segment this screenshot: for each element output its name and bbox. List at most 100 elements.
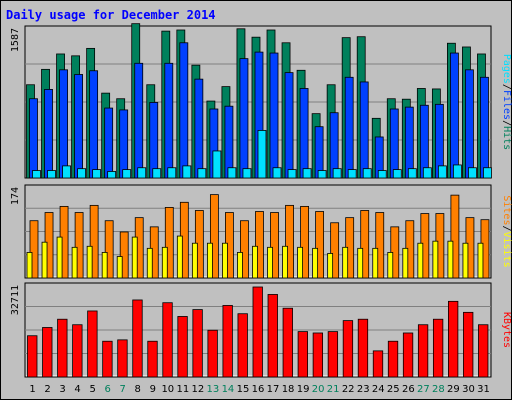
- kbytes-bar-27: [417, 324, 429, 378]
- x-tick-label-25: 25: [387, 384, 400, 395]
- x-tick-label-22: 22: [342, 384, 355, 395]
- files-bar-2: [44, 89, 53, 179]
- pages-bar-23: [362, 168, 372, 179]
- x-tick-label-20: 20: [312, 384, 325, 395]
- sites-bar-16: [252, 245, 258, 279]
- x-tick-label-27: 27: [417, 384, 430, 395]
- sites-bar-15: [237, 252, 243, 279]
- x-tick-label-18: 18: [282, 384, 295, 395]
- sites-bar-12: [191, 242, 198, 279]
- files-bar-19: [299, 88, 309, 179]
- x-tick-label-8: 8: [135, 384, 141, 395]
- visits-bar-21: [330, 222, 340, 279]
- visits-bar-23: [360, 210, 370, 279]
- x-tick-label-21: 21: [327, 384, 340, 395]
- visits-bar-16: [255, 211, 264, 279]
- kbytes-bar-15: [237, 313, 248, 378]
- pages-bar-15: [242, 168, 252, 179]
- visits-bar-15: [240, 220, 249, 279]
- visits-bar-29: [450, 194, 460, 279]
- sites-bar-3: [56, 236, 63, 279]
- visits-bar-19: [300, 205, 309, 279]
- pages-bar-10: [167, 167, 177, 179]
- visits-bar-7: [119, 231, 129, 279]
- kbytes-bar-19: [297, 331, 308, 378]
- sites-bar-22: [342, 246, 349, 279]
- sites-bar-8: [131, 236, 138, 279]
- pages-bar-27: [422, 167, 432, 179]
- sites-bar-24: [372, 247, 379, 279]
- kbytes-bar-2: [42, 327, 53, 378]
- files-bar-8: [134, 62, 144, 179]
- pages-bar-6: [107, 171, 117, 179]
- legend-entry-0-1: /: [501, 84, 512, 90]
- kbytes-bar-8: [132, 299, 143, 378]
- legend-entry-0-0: Pages: [501, 54, 512, 84]
- x-tick-label-29: 29: [447, 384, 460, 395]
- kbytes-bar-31: [478, 324, 489, 378]
- kbytes-bar-22: [342, 320, 354, 378]
- pages-bar-11: [182, 165, 192, 179]
- kbytes-bar-13: [207, 329, 218, 378]
- files-bar-23: [359, 81, 369, 179]
- legend-entry-2-0: KBytes: [501, 312, 512, 348]
- x-tick-label-24: 24: [372, 384, 385, 395]
- kbytes-bar-6: [102, 340, 113, 378]
- legend-entry-0-3: /: [501, 120, 512, 126]
- side-legend-2: KBytes: [501, 312, 512, 348]
- pages-bar-4: [77, 168, 86, 179]
- files-bar-18: [284, 72, 294, 179]
- sites-bar-4: [71, 246, 78, 279]
- kbytes-bar-17: [267, 294, 278, 378]
- x-tick-label-4: 4: [74, 384, 80, 395]
- files-bar-30: [465, 69, 474, 179]
- sites-bar-17: [267, 246, 273, 279]
- side-legend-0: Pages/Files/Hits: [501, 54, 512, 150]
- sites-bar-29: [447, 240, 454, 279]
- files-bar-6: [104, 107, 114, 179]
- visits-bar-20: [315, 211, 325, 279]
- sites-bar-20: [312, 247, 319, 279]
- files-bar-31: [480, 76, 489, 179]
- sites-bar-27: [417, 242, 424, 279]
- x-tick-label-11: 11: [176, 384, 189, 395]
- y-max-label-2: 32711: [10, 285, 21, 315]
- pages-bar-28: [437, 165, 447, 179]
- sites-bar-11: [176, 235, 183, 279]
- legend-entry-1-0: Sites: [501, 195, 512, 225]
- visits-bar-4: [74, 212, 84, 279]
- kbytes-bar-16: [252, 286, 263, 378]
- legend-entry-0-2: Files: [501, 90, 512, 120]
- sites-bar-10: [161, 246, 168, 279]
- sites-bar-2: [41, 241, 48, 279]
- x-tick-label-17: 17: [267, 384, 280, 395]
- sites-bar-30: [462, 242, 469, 279]
- sites-bar-9: [146, 247, 153, 279]
- x-tick-label-10: 10: [161, 384, 174, 395]
- kbytes-bar-9: [147, 340, 158, 378]
- files-bar-27: [419, 104, 429, 179]
- pages-bar-14: [227, 167, 237, 179]
- sites-bar-7: [116, 256, 123, 279]
- sites-bar-14: [222, 242, 228, 279]
- visits-bar-13: [209, 194, 219, 279]
- x-tick-label-2: 2: [44, 384, 50, 395]
- files-bar-26: [404, 106, 414, 179]
- files-bar-3: [59, 69, 68, 179]
- pages-bar-26: [407, 168, 417, 179]
- files-bar-7: [119, 109, 129, 179]
- pages-bar-24: [377, 170, 387, 179]
- sites-bar-28: [432, 240, 439, 279]
- files-bar-1: [29, 98, 38, 179]
- pages-bar-12: [197, 168, 207, 179]
- files-bar-17: [269, 52, 279, 179]
- x-tick-label-30: 30: [462, 384, 475, 395]
- kbytes-bar-20: [312, 332, 324, 378]
- kbytes-bar-30: [463, 311, 474, 378]
- x-tick-label-23: 23: [357, 384, 370, 395]
- y-max-label-0: 1587: [10, 28, 21, 52]
- sites-bar-1: [26, 252, 33, 279]
- x-tick-label-26: 26: [402, 384, 415, 395]
- pages-bar-20: [317, 170, 327, 179]
